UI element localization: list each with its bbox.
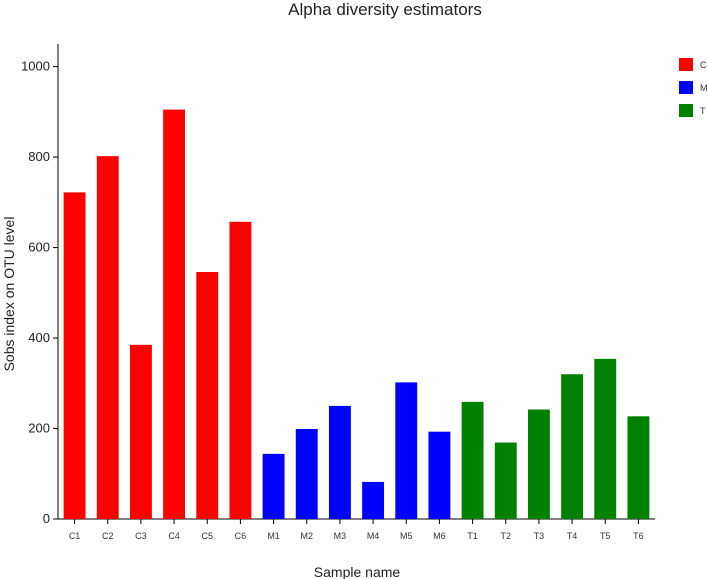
bar-m6 xyxy=(428,431,451,519)
bar-c4 xyxy=(163,109,186,519)
legend-label: M xyxy=(700,83,708,93)
x-tick-label: T3 xyxy=(534,531,545,541)
y-tick-label: 1000 xyxy=(21,59,50,74)
bar-t2 xyxy=(494,442,517,519)
x-tick-label: C1 xyxy=(69,531,81,541)
y-tick-label: 400 xyxy=(28,330,50,345)
x-tick-label: T4 xyxy=(567,531,578,541)
y-axis: 0 200 400 600 800 1000 xyxy=(21,44,59,526)
bar-m2 xyxy=(295,428,318,519)
x-tick-label: T1 xyxy=(467,531,478,541)
y-tick-label: 800 xyxy=(28,149,50,164)
bar-c2 xyxy=(96,156,119,519)
x-tick-label: T6 xyxy=(633,531,644,541)
x-tick-label: T5 xyxy=(600,531,611,541)
bar-m5 xyxy=(395,382,418,519)
legend-swatch-m xyxy=(679,81,693,94)
legend-label: T xyxy=(700,106,706,116)
x-tick-label: T2 xyxy=(500,531,511,541)
bar-c5 xyxy=(196,272,219,519)
bar-m3 xyxy=(328,405,351,519)
bar-c1 xyxy=(63,192,86,519)
bar-m1 xyxy=(262,453,285,519)
bar-t1 xyxy=(461,401,484,519)
bar-t3 xyxy=(527,409,550,519)
x-tick-label: M2 xyxy=(300,531,313,541)
x-axis-label: Sample name xyxy=(314,564,401,579)
x-tick-label: M6 xyxy=(433,531,446,541)
chart-title: Alpha diversity estimators xyxy=(288,0,482,19)
legend-swatch-c xyxy=(679,58,693,71)
bar-t6 xyxy=(627,416,650,519)
legend-label: C xyxy=(700,60,707,70)
bar-t5 xyxy=(594,358,617,519)
x-tick-label: C5 xyxy=(201,531,213,541)
x-tick-label: C4 xyxy=(168,531,180,541)
y-tick-label: 200 xyxy=(28,421,50,436)
y-tick-label: 0 xyxy=(43,511,50,526)
x-tick-label: C2 xyxy=(102,531,114,541)
bar-c6 xyxy=(229,221,252,520)
y-axis-label: Sobs index on OTU level xyxy=(1,217,17,372)
x-tick-label: C6 xyxy=(235,531,247,541)
x-tick-label: M4 xyxy=(367,531,380,541)
legend-swatch-t xyxy=(679,104,693,117)
x-tick-label: M5 xyxy=(400,531,413,541)
bars xyxy=(63,109,650,520)
x-tick-label: M1 xyxy=(267,531,280,541)
x-tick-label: C3 xyxy=(135,531,147,541)
legend: C M T xyxy=(679,58,708,117)
x-tick-label: M3 xyxy=(334,531,347,541)
bar-m4 xyxy=(362,481,385,519)
bar-c3 xyxy=(129,344,152,519)
y-tick-label: 600 xyxy=(28,240,50,255)
bar-t4 xyxy=(561,374,584,519)
x-axis: C1 C2 C3 C4 C5 C6 M1 M2 M3 M4 M5 M6 T1 T2 T3 T4 T5 T6 xyxy=(58,518,655,541)
